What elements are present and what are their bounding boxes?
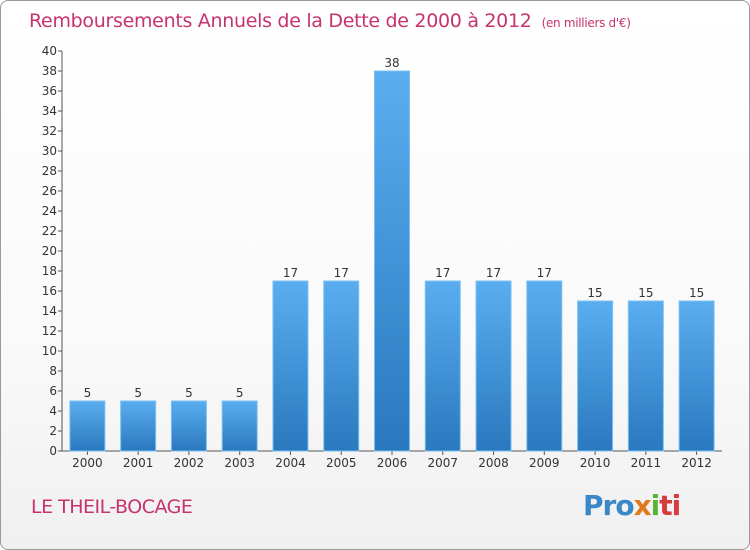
- bar-value-label: 5: [134, 386, 142, 400]
- y-tick-label: 16: [42, 284, 57, 298]
- bar: [272, 280, 309, 452]
- x-tick-label: 2003: [224, 456, 255, 470]
- bar-value-label: 15: [638, 286, 653, 300]
- y-tick-label: 8: [49, 364, 57, 378]
- bar-value-label: 5: [84, 386, 92, 400]
- y-tick-label: 18: [42, 264, 57, 278]
- bar-value-label: 17: [283, 266, 298, 280]
- y-tick-label: 20: [42, 244, 57, 258]
- bar: [120, 400, 157, 452]
- bar-value-label: 17: [537, 266, 552, 280]
- chart-title: Remboursements Annuels de la Dette de 20…: [29, 10, 631, 32]
- bar: [170, 400, 207, 452]
- logo-part-1: Pro: [583, 489, 635, 522]
- logo-part-2: x: [633, 489, 652, 522]
- bar: [221, 400, 258, 452]
- chart-title-text: Remboursements Annuels de la Dette de 20…: [29, 10, 532, 32]
- proxiti-logo: Proxiti: [583, 489, 681, 522]
- y-tick-label: 12: [42, 324, 57, 338]
- y-tick-label: 0: [49, 444, 57, 458]
- bar: [69, 400, 106, 452]
- x-tick-label: 2004: [275, 456, 306, 470]
- bar-value-label: 17: [435, 266, 450, 280]
- bar: [577, 300, 614, 452]
- y-tick-label: 40: [42, 44, 57, 58]
- logo-part-3: i: [650, 489, 661, 522]
- chart-bars: 5 5 5 5 17 17 38 17 17 17 15 15 15: [69, 56, 715, 452]
- x-tick-label: 2007: [427, 456, 458, 470]
- y-tick-label: 26: [42, 184, 57, 198]
- x-tick-label: 2006: [377, 456, 408, 470]
- bar-value-label: 5: [185, 386, 193, 400]
- logo-part-4: ti: [659, 489, 681, 522]
- x-tick-label: 2012: [681, 456, 712, 470]
- y-tick-label: 6: [49, 384, 57, 398]
- bar: [374, 70, 410, 452]
- y-tick-label: 10: [42, 344, 57, 358]
- x-tick-label: 2009: [529, 456, 560, 470]
- bar-value-label: 15: [689, 286, 704, 300]
- x-tick-label: 2005: [326, 456, 357, 470]
- bar-value-label: 38: [384, 56, 399, 70]
- bar-value-label: 15: [587, 286, 602, 300]
- bar-value-label: 17: [486, 266, 501, 280]
- y-tick-label: 32: [42, 124, 57, 138]
- x-tick-label: 2008: [478, 456, 509, 470]
- y-tick-label: 34: [42, 104, 57, 118]
- y-tick-label: 14: [42, 304, 57, 318]
- bar: [424, 280, 461, 452]
- y-tick-label: 30: [42, 144, 57, 158]
- bar: [627, 300, 664, 452]
- bar: [526, 280, 563, 452]
- x-tick-label: 2001: [123, 456, 154, 470]
- y-tick-label: 28: [42, 164, 57, 178]
- bar: [475, 280, 512, 452]
- y-tick-label: 2: [49, 424, 57, 438]
- bar-value-label: 17: [334, 266, 349, 280]
- bar: [323, 280, 360, 452]
- y-tick-label: 22: [42, 224, 57, 238]
- y-tick-label: 24: [42, 204, 57, 218]
- y-tick-label: 4: [49, 404, 57, 418]
- x-tick-label: 2011: [631, 456, 662, 470]
- y-tick-label: 36: [42, 84, 57, 98]
- y-tick-label: 38: [42, 64, 57, 78]
- chart-unit-note: (en milliers d'€): [541, 16, 631, 30]
- bar-value-label: 5: [236, 386, 244, 400]
- x-tick-label: 2000: [72, 456, 103, 470]
- x-tick-label: 2010: [580, 456, 611, 470]
- x-tick-label: 2002: [174, 456, 205, 470]
- bar: [678, 300, 715, 452]
- city-name: LE THEIL-BOCAGE: [31, 496, 193, 518]
